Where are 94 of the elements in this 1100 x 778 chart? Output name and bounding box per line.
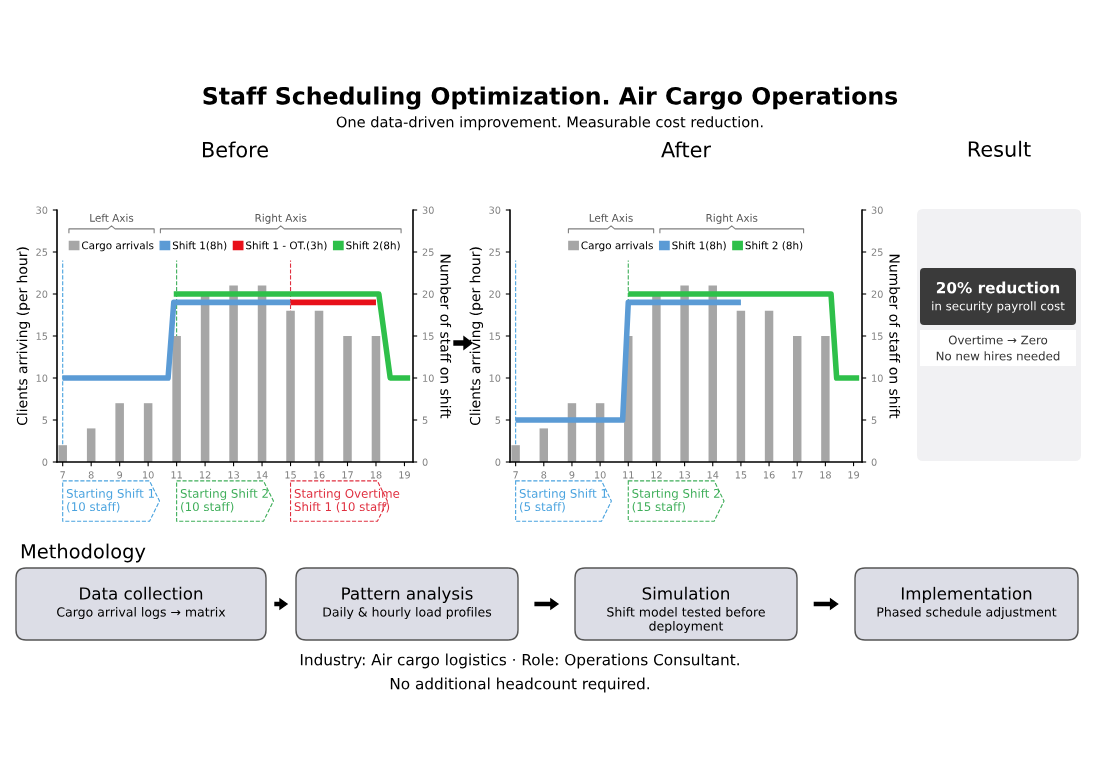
x-tick-label: 9 — [569, 471, 575, 479]
y2-axis-title: Number of staff on shift — [440, 254, 452, 419]
annotation: Right Axis — [706, 213, 758, 224]
x-tick-label: 16 — [763, 471, 775, 479]
legend-label: Cargo arrivals — [581, 241, 653, 252]
y-axis-title: Clients arriving (per hour) — [469, 247, 484, 426]
x-tick-label: 8 — [541, 471, 547, 479]
x-tick-label: 13 — [228, 471, 239, 479]
y2-tick-label: 0 — [422, 458, 428, 466]
text: No new hires needed — [936, 351, 1060, 361]
x-tick-label: 14 — [256, 471, 268, 479]
x-tick-label: 16 — [313, 471, 325, 479]
y2-tick-label: 15 — [423, 332, 434, 340]
y-tick-label: 0 — [495, 458, 501, 466]
x-tick-label: 13 — [679, 471, 690, 479]
text: Simulation — [642, 586, 729, 600]
legend-label: Shift 1 - OT.(3h) — [246, 241, 327, 251]
x-tick-label: 8 — [88, 471, 94, 479]
y-tick-label: 5 — [495, 416, 501, 424]
x-tick-label: 18 — [370, 471, 382, 479]
text: Implementation — [901, 586, 1032, 603]
x-tick-label: 12 — [199, 471, 211, 479]
y-tick-label: 30 — [489, 206, 501, 214]
x-tick-label: 17 — [792, 471, 803, 479]
ref-line-label: Starting Shift 1 (10 staff) — [66, 488, 154, 513]
text: Result — [968, 140, 1031, 157]
y-tick-label: 10 — [36, 374, 48, 382]
y-tick-label: 10 — [489, 374, 501, 382]
x-tick-label: 10 — [143, 471, 154, 479]
x-tick-label: 14 — [707, 471, 719, 479]
y-tick-label: 15 — [36, 332, 48, 340]
y2-tick-label: 10 — [423, 374, 434, 382]
x-tick-label: 11 — [623, 471, 634, 479]
y-tick-label: 15 — [489, 332, 501, 340]
text: Shift model tested before deployment — [607, 607, 765, 634]
y2-tick-label: 5 — [422, 416, 428, 424]
x-tick-label: 12 — [651, 471, 662, 479]
legend-label: Shift 1(8h) — [672, 241, 726, 251]
text: Cargo arrival logs → matrix — [57, 607, 226, 620]
text: No additional headcount required. — [390, 677, 650, 693]
chart-title: Before — [202, 141, 268, 158]
legend-label: Shift 1(8h) — [172, 241, 227, 251]
x-tick-label: 17 — [342, 471, 353, 479]
annotation: Left Axis — [90, 213, 134, 222]
text: in security payroll cost — [932, 301, 1065, 313]
x-tick-label: 9 — [117, 471, 123, 479]
text: Phased schedule adjustment — [877, 607, 1057, 620]
y-tick-label: 30 — [36, 206, 48, 214]
y-tick-label: 0 — [42, 458, 48, 466]
legend-label: Cargo arrivals — [81, 241, 154, 252]
ref-line-label: Starting Shift 2 (10 staff) — [180, 488, 268, 513]
text: Pattern analysis — [342, 586, 473, 603]
x-tick-label: 10 — [594, 471, 606, 479]
y-tick-label: 25 — [489, 248, 501, 256]
x-tick-label: 18 — [820, 471, 831, 479]
ref-line-label: Starting Shift 1 (5 staff) — [519, 488, 607, 513]
y2-tick-label: 20 — [871, 290, 883, 298]
y2-tick-label: 0 — [871, 458, 877, 466]
y-tick-label: 20 — [489, 290, 501, 298]
x-tick-label: 15 — [285, 471, 296, 479]
y-axis-title: Clients arriving (per hour) — [16, 247, 31, 426]
x-tick-label: 7 — [513, 471, 518, 479]
text: Industry: Air cargo logistics · Role: Operations Consultant. — [300, 653, 739, 669]
y2-tick-label: 25 — [871, 248, 883, 256]
y2-tick-label: 20 — [422, 290, 434, 298]
y-tick-label: 5 — [42, 416, 48, 424]
x-tick-label: 7 — [60, 471, 65, 479]
ref-line-label: Starting Shift 2 (15 staff) — [632, 488, 720, 513]
text: Data collection — [80, 586, 203, 600]
text: One data-driven improvement. Measurable cost reduction. — [336, 116, 763, 131]
y2-tick-label: 10 — [872, 374, 883, 382]
annotation: Right Axis — [255, 213, 307, 224]
legend-label: Shift 2 (8h) — [745, 241, 803, 251]
legend-label: Shift 2(8h) — [346, 241, 400, 251]
text: Daily & hourly load profiles — [323, 607, 492, 620]
text: Overtime → Zero — [948, 335, 1048, 345]
text: Methodology — [21, 543, 146, 563]
y2-tick-label: 25 — [422, 248, 434, 256]
x-tick-label: 19 — [399, 471, 410, 479]
annotation: Left Axis — [589, 213, 633, 222]
y2-tick-label: 15 — [872, 332, 883, 340]
y2-tick-label: 30 — [871, 206, 883, 214]
text: 20% reduction — [936, 281, 1060, 294]
x-tick-label: 19 — [848, 471, 860, 479]
ref-line-label: Starting Overtime Shift 1 (10 staff) — [294, 488, 400, 513]
y2-tick-label: 30 — [422, 206, 434, 214]
x-tick-label: 11 — [171, 471, 182, 479]
chart-title: After — [661, 141, 712, 158]
x-tick-label: 15 — [735, 471, 747, 479]
y2-axis-title: Number of staff on shift — [889, 254, 901, 419]
y2-tick-label: 5 — [871, 416, 877, 424]
y-tick-label: 20 — [36, 290, 48, 298]
y-tick-label: 25 — [36, 248, 48, 256]
text: Staff Scheduling Optimization. Air Cargo Operations — [203, 86, 898, 110]
